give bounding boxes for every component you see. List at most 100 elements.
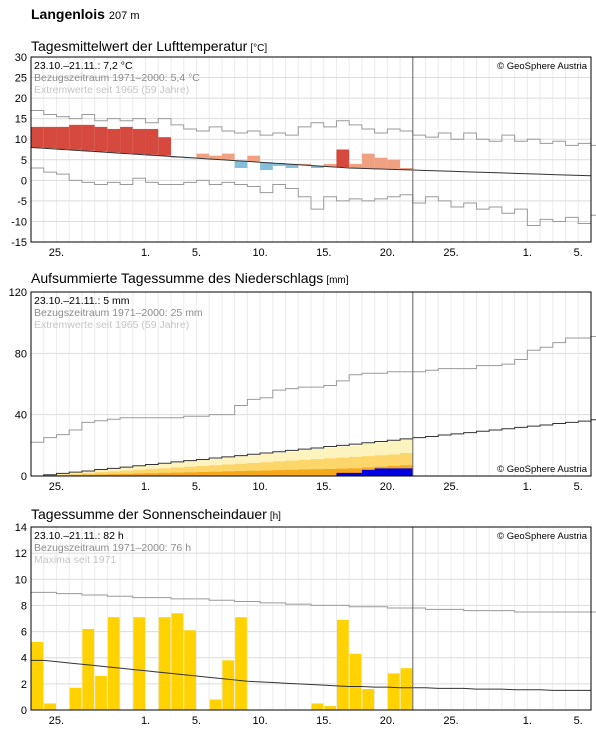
x-tick-label: 1. — [141, 481, 150, 493]
sunshine-chart: 0 2 4 6 8 10 12 14 25. 1. 5. 10. 15. 20. 25. 1. 5. 23.10.… — [15, 522, 596, 727]
y-tick-label: 4 — [21, 653, 27, 665]
temperature-anomaly-bar — [209, 155, 222, 159]
temperature-anomaly-bar — [132, 128, 146, 155]
sunshine-bar — [349, 653, 362, 710]
reference-mean-line — [30, 146, 592, 177]
y-tick-label: 10 — [15, 574, 27, 586]
y-tick-label: -10 — [11, 216, 27, 228]
y-tick-label: 120 — [9, 287, 27, 299]
x-tick-label: 20. — [380, 247, 395, 259]
temperature-anomaly-bar — [234, 160, 248, 168]
info-line-1: 23.10.–21.11.: 7,2 °C — [34, 60, 133, 72]
temperature-anomaly-bar — [311, 165, 324, 168]
reference-mean-line — [31, 659, 591, 691]
x-tick-label: 20. — [380, 481, 395, 493]
sunshine-bar — [235, 617, 247, 710]
y-tick-label: 2 — [21, 679, 27, 691]
temperature-anomaly-bar — [120, 126, 133, 154]
info-line-1: 23.10.–21.11.: 82 h — [34, 530, 124, 542]
temperature-anomaly-bar — [285, 163, 299, 168]
temp-unit: [°C] — [250, 43, 268, 54]
temperature-anomaly-bar — [81, 124, 95, 151]
x-tick-label: 25. — [443, 247, 458, 259]
temp-panel-title: Tagesmittelwert der Lufttemperatur [°C] — [31, 38, 267, 54]
y-tick-label: 80 — [15, 348, 27, 360]
x-tick-label: 1. — [141, 247, 150, 259]
copyright-label: © GeoSphere Austria — [497, 61, 588, 72]
temperature-anomaly-bar — [349, 163, 362, 168]
temp-title: Tagesmittelwert der Lufttemperatur — [31, 38, 248, 54]
x-tick-label: 25. — [443, 715, 458, 727]
sunshine-bar — [171, 613, 184, 710]
extreme-max-line — [31, 335, 596, 443]
sunshine-bar — [82, 628, 95, 710]
y-tick-label: 14 — [15, 522, 27, 534]
sunshine-bar — [209, 699, 222, 710]
sunshine-bar — [336, 619, 349, 710]
sunshine-bar — [324, 706, 336, 710]
info-line-3: Extremwerte seit 1965 (59 Jahre) — [34, 84, 189, 96]
plot-frame — [30, 526, 592, 711]
y-tick-label: 0 — [21, 175, 27, 187]
extreme-max-line — [31, 109, 596, 146]
sunshine-bar — [362, 689, 375, 710]
precip-band-low — [31, 465, 413, 476]
sunshine-bar — [311, 703, 324, 710]
temperature-anomaly-bar — [107, 128, 121, 153]
temperature-anomaly-bar — [221, 153, 235, 160]
sunshine-bar — [400, 668, 413, 710]
sunshine-bar — [184, 630, 196, 710]
y-tick-label: 20 — [15, 93, 27, 105]
plot-frame — [30, 291, 592, 477]
temperature-anomaly-bar — [43, 126, 57, 149]
sunshine-bar — [158, 617, 171, 710]
temperature-anomaly-bar — [272, 163, 286, 166]
y-tick-label: 5 — [21, 155, 27, 167]
sun-panel-title: Tagessumme der Sonnenscheindauer [h] — [31, 506, 281, 522]
precip-title: Aufsummierte Tagessumme des Niederschlag… — [31, 270, 324, 286]
y-tick-label: -15 — [11, 237, 27, 249]
sunshine-bar — [387, 673, 400, 710]
sun-title: Tagessumme der Sonnenscheindauer — [31, 506, 267, 522]
temperature-anomaly-bar — [374, 157, 388, 169]
temperature-chart: -15 -10 -5 0 5 10 15 20 25 30 25. 1. 5. 10. 15. 20. 25. 1… — [11, 52, 596, 259]
sunshine-bar — [31, 642, 44, 710]
y-tick-label: -5 — [17, 196, 27, 208]
x-tick-label: 5. — [192, 715, 201, 727]
info-line-3: Extremwerte seit 1965 (59 Jahre) — [34, 319, 189, 331]
temperature-anomaly-bar — [298, 163, 311, 165]
reference-mean-line — [31, 419, 596, 477]
x-tick-label: 5. — [574, 481, 583, 493]
temperature-anomaly-bar — [94, 126, 108, 152]
y-tick-label: 25 — [15, 73, 27, 85]
temperature-anomaly-bar — [336, 149, 350, 168]
temperature-anomaly-bar — [196, 153, 210, 159]
x-tick-label: 5. — [192, 247, 201, 259]
x-tick-label: 5. — [574, 715, 583, 727]
temperature-anomaly-bar — [400, 168, 413, 170]
temperature-anomaly-bar — [69, 124, 82, 150]
x-tick-label: 15. — [316, 481, 331, 493]
temperature-anomaly-bar — [56, 126, 70, 150]
sunshine-bar — [95, 676, 107, 710]
temperature-anomaly-bar — [260, 162, 273, 171]
precip-panel-title: Aufsummierte Tagessumme des Niederschlag… — [31, 270, 349, 286]
y-tick-label: 15 — [15, 114, 27, 126]
precip-unit: [mm] — [326, 275, 349, 286]
x-tick-label: 10. — [252, 715, 267, 727]
x-tick-label: 15. — [316, 715, 331, 727]
y-tick-label: 8 — [21, 600, 27, 612]
station-header: Langenlois 207 m — [31, 6, 139, 22]
x-tick-label: 5. — [574, 247, 583, 259]
info-line-1: 23.10.–21.11.: 5 mm — [34, 295, 130, 307]
temperature-anomaly-bar — [361, 153, 375, 169]
x-tick-label: 10. — [252, 247, 267, 259]
y-tick-label: 0 — [21, 705, 27, 717]
temperature-anomaly-bar — [158, 137, 171, 156]
sunshine-bar — [222, 660, 235, 710]
temperature-anomaly-bar — [387, 159, 401, 170]
station-name: Langenlois — [31, 6, 105, 22]
sunshine-bar — [69, 687, 82, 710]
info-line-2: Bezugszeitraum 1971–2000: 76 h — [34, 542, 191, 554]
sunshine-bar — [107, 617, 120, 710]
